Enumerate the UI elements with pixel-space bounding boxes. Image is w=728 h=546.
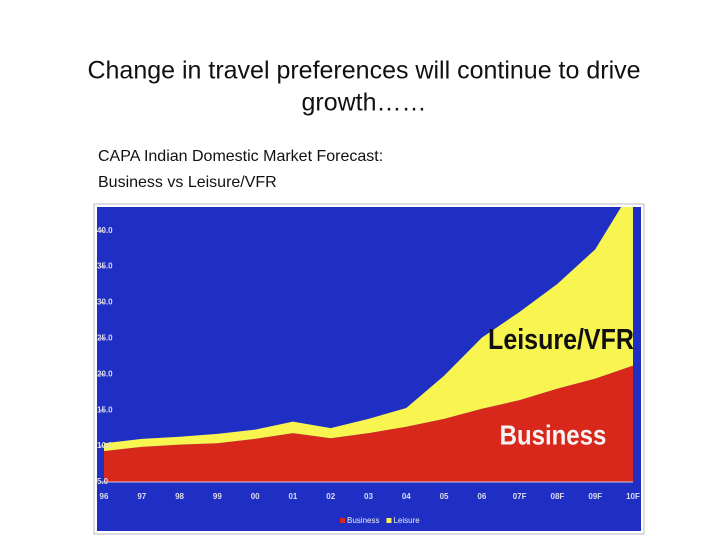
x-tick-label: 99	[213, 492, 222, 501]
annotation: Leisure/VFR	[488, 324, 634, 356]
legend-label: Business	[347, 516, 379, 525]
x-tick-label: 09F	[588, 492, 602, 501]
x-tick-label: 01	[288, 492, 297, 501]
x-tick-label: 04	[402, 492, 411, 501]
y-tick-label: 40.0	[97, 226, 113, 235]
legend-label: Leisure	[393, 516, 420, 525]
x-tick-label: 02	[326, 492, 335, 501]
chart-subtitle: CAPA Indian Domestic Market Forecast:	[98, 148, 383, 165]
x-tick-label: 96	[100, 492, 109, 501]
x-tick-label: 98	[175, 492, 184, 501]
x-tick-label: 05	[440, 492, 449, 501]
x-tick-label: 07F	[513, 492, 527, 501]
x-tick-label: 00	[251, 492, 260, 501]
x-tick-label: 03	[364, 492, 373, 501]
y-tick-label: 20.0	[97, 369, 113, 378]
plot-area	[104, 207, 633, 482]
y-tick-label: 10.0	[97, 441, 113, 450]
annotation: Business	[500, 421, 607, 451]
chart-subtitle: Business vs Leisure/VFR	[98, 174, 277, 191]
area	[104, 365, 633, 482]
x-tick-label: 08F	[551, 492, 565, 501]
legend-swatch	[340, 518, 345, 523]
y-tick-label: 30.0	[97, 298, 113, 307]
y-tick-label: 5.0	[97, 477, 109, 486]
x-tick-label: 97	[137, 492, 146, 501]
area	[104, 207, 633, 452]
y-tick-label: 35.0	[97, 262, 113, 271]
x-tick-label: 06	[477, 492, 486, 501]
y-tick-label: 25.0	[97, 334, 113, 343]
y-tick-label: 15.0	[97, 405, 113, 414]
x-tick-label: 10F	[626, 492, 640, 501]
legend-swatch	[386, 518, 392, 523]
slide-title: Change in travel preferences will contin…	[87, 57, 640, 85]
slide-title: growth……	[301, 89, 426, 117]
